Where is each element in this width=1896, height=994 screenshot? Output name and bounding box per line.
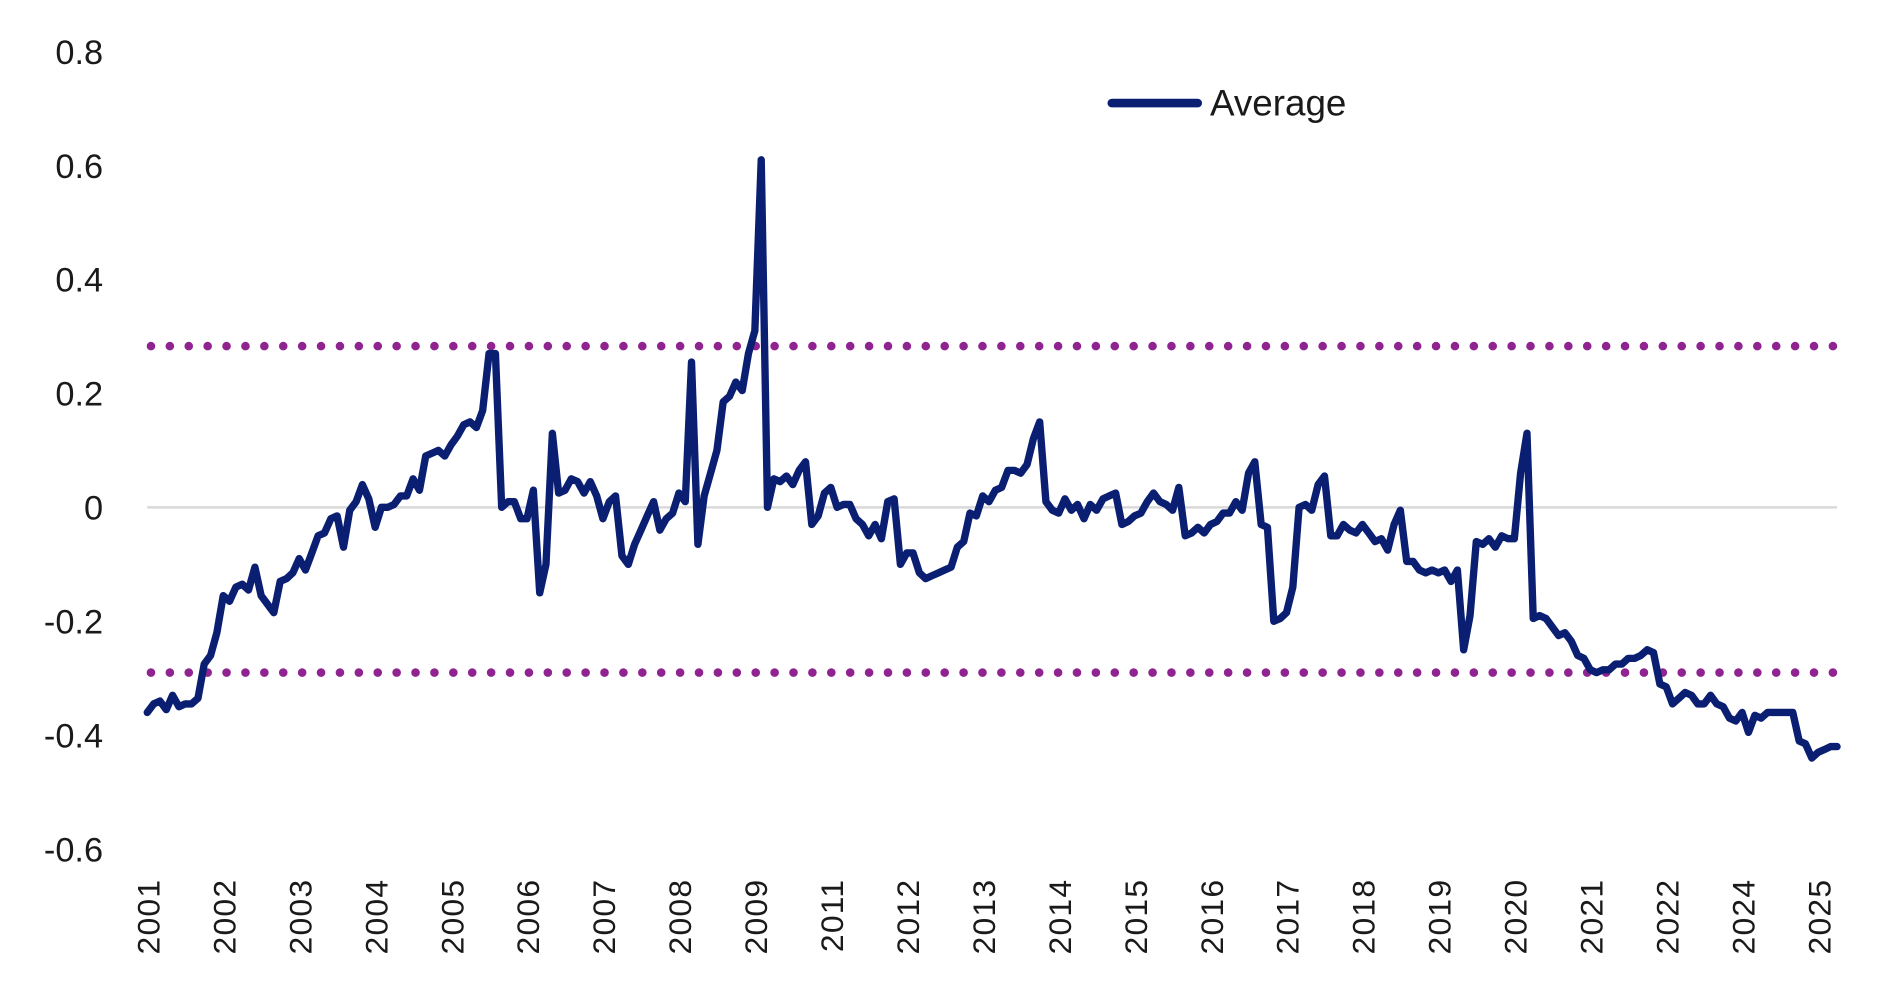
x-tick-label: 2024 — [1725, 879, 1761, 955]
x-tick-label: 2001 — [131, 879, 167, 955]
y-tick-label: -0.6 — [44, 831, 103, 869]
y-tick-label: 0.6 — [55, 148, 103, 186]
series-line-average — [143, 156, 1841, 762]
y-tick-label: 0.8 — [55, 34, 103, 72]
x-tick-label: 2002 — [207, 879, 243, 955]
x-tick-label: 2006 — [510, 879, 546, 955]
x-tick-label: 2007 — [586, 879, 622, 955]
x-tick-label: 2022 — [1650, 879, 1686, 955]
x-tick-label: 2009 — [738, 879, 774, 955]
x-tick-label: 2005 — [434, 879, 470, 955]
x-axis: 2001 2002 2003 2004 2005 2006 2007 2008 2009 2011… — [131, 879, 1838, 955]
y-tick-label: 0.4 — [55, 262, 103, 300]
legend: Average — [1107, 82, 1346, 123]
x-tick-label: 2003 — [282, 879, 318, 955]
legend-label-average: Average — [1210, 82, 1346, 123]
x-tick-label: 2004 — [358, 879, 394, 955]
x-tick-label: 2013 — [966, 879, 1002, 955]
series-layer — [143, 156, 1841, 762]
x-tick-label: 2012 — [890, 879, 926, 955]
x-tick-label: 2016 — [1194, 879, 1230, 955]
reference-lines — [146, 341, 1842, 677]
x-tick-label: 2021 — [1574, 879, 1610, 955]
y-tick-label: -0.4 — [44, 718, 103, 756]
x-tick-label: 2014 — [1042, 879, 1078, 955]
x-tick-label: 2017 — [1270, 879, 1306, 955]
x-tick-label: 2008 — [662, 879, 698, 955]
y-axis: 0.8 0.6 0.4 0.2 0 -0.2 -0.4 -0.6 — [44, 34, 1838, 869]
x-tick-label: 2018 — [1346, 879, 1382, 955]
x-tick-label: 2025 — [1801, 879, 1837, 955]
y-tick-label: 0.2 — [55, 376, 103, 414]
x-tick-label: 2019 — [1422, 879, 1458, 955]
y-tick-label: -0.2 — [44, 604, 103, 642]
x-tick-label: 2020 — [1498, 879, 1534, 955]
x-tick-label: 2011 — [814, 879, 850, 953]
y-tick-label: 0 — [84, 490, 103, 528]
x-tick-label: 2015 — [1118, 879, 1154, 955]
